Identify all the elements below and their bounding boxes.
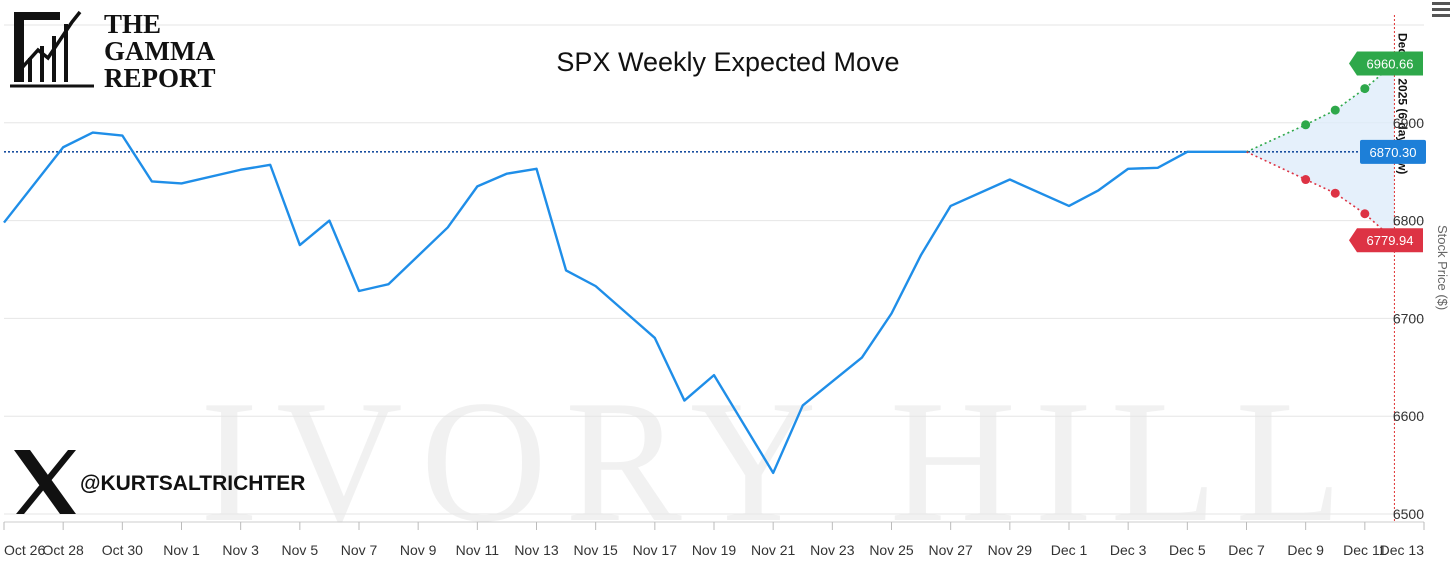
x-tick-label: Nov 25 [869,542,914,558]
x-tick-label: Nov 7 [341,542,378,558]
logo-line-3: REPORT [104,63,216,93]
x-tick-label: Nov 13 [514,542,559,558]
gamma-logo-icon [10,10,94,88]
current-price-badge-text: 6870.30 [1370,145,1417,160]
logo-line-1: THE [104,9,161,39]
y-tick-label: 6700 [1393,310,1424,326]
x-tick-label: Dec 9 [1287,542,1324,558]
grid [4,24,1424,515]
hamburger-menu-icon[interactable] [1432,2,1450,17]
x-tick-label: Nov 15 [573,542,618,558]
y-axis-title: Stock Price ($) [1435,225,1450,310]
x-tick-label: Dec 7 [1228,542,1265,558]
x-tick-label: Dec 3 [1110,542,1147,558]
x-tick-label: Nov 17 [633,542,678,558]
x-tick-label: Nov 21 [751,542,796,558]
x-tick-label: Nov 29 [988,542,1033,558]
x-logo-icon [14,450,76,514]
upper-move-point [1330,105,1340,115]
x-tick-label: Nov 27 [928,542,973,558]
x-tick-label: Oct 26 [4,542,45,558]
price-badges: 6960.66 6870.30 6779.94 [1349,51,1426,253]
social-handle: @KURTSALTRICHTER [14,450,305,514]
y-tick-label: 6800 [1393,213,1424,229]
y-tick-label: 6600 [1393,408,1424,424]
upper-move-point [1360,84,1370,94]
logo-line-2: GAMMA [104,36,215,66]
x-tick-label: Dec 11 [1343,542,1387,558]
x-tick-label: Nov 3 [222,542,259,558]
lower-move-point [1301,175,1311,185]
lower-price-badge-text: 6779.94 [1367,233,1414,248]
y-tick-label: 6500 [1393,506,1424,522]
handle-text: @KURTSALTRICHTER [80,472,305,495]
upper-price-badge-text: 6960.66 [1367,56,1414,71]
x-tick-label: Dec 1 [1051,542,1088,558]
lower-price-badge-shape [1349,228,1423,253]
upper-price-badge-shape [1349,51,1423,76]
lower-move-point [1360,209,1370,219]
x-tick-label: Nov 9 [400,542,437,558]
x-tick-label: Nov 19 [692,542,737,558]
upper-move-point [1301,120,1311,130]
x-tick-label: Oct 30 [102,542,143,558]
upper-price-badge: 6960.66 [1349,51,1423,76]
lower-move-point [1330,188,1340,198]
x-tick-label: Nov 1 [163,542,200,558]
current-price-badge-shape [1360,139,1426,164]
logo: THE GAMMA REPORT [10,9,216,93]
watermark: IVORY HILL [200,364,1360,558]
price-line [3,131,1247,475]
watermark-text: IVORY HILL [200,364,1360,558]
x-tick-label: Nov 23 [810,542,855,558]
chart-title: SPX Weekly Expected Move [556,47,899,77]
y-tick-label: 6900 [1393,115,1424,131]
x-tick-label: Dec 5 [1169,542,1206,558]
x-tick-label: Nov 5 [282,542,319,558]
x-tick-label: Dec 13 [1380,542,1425,558]
current-price-badge: 6870.30 [1360,139,1426,164]
lower-price-badge: 6779.94 [1349,228,1423,253]
x-tick-label: Nov 11 [456,542,500,558]
y-axis: 6500 6600 6700 6800 6900 Stock Price ($) [1393,115,1450,522]
x-tick-label: Oct 28 [43,542,84,558]
